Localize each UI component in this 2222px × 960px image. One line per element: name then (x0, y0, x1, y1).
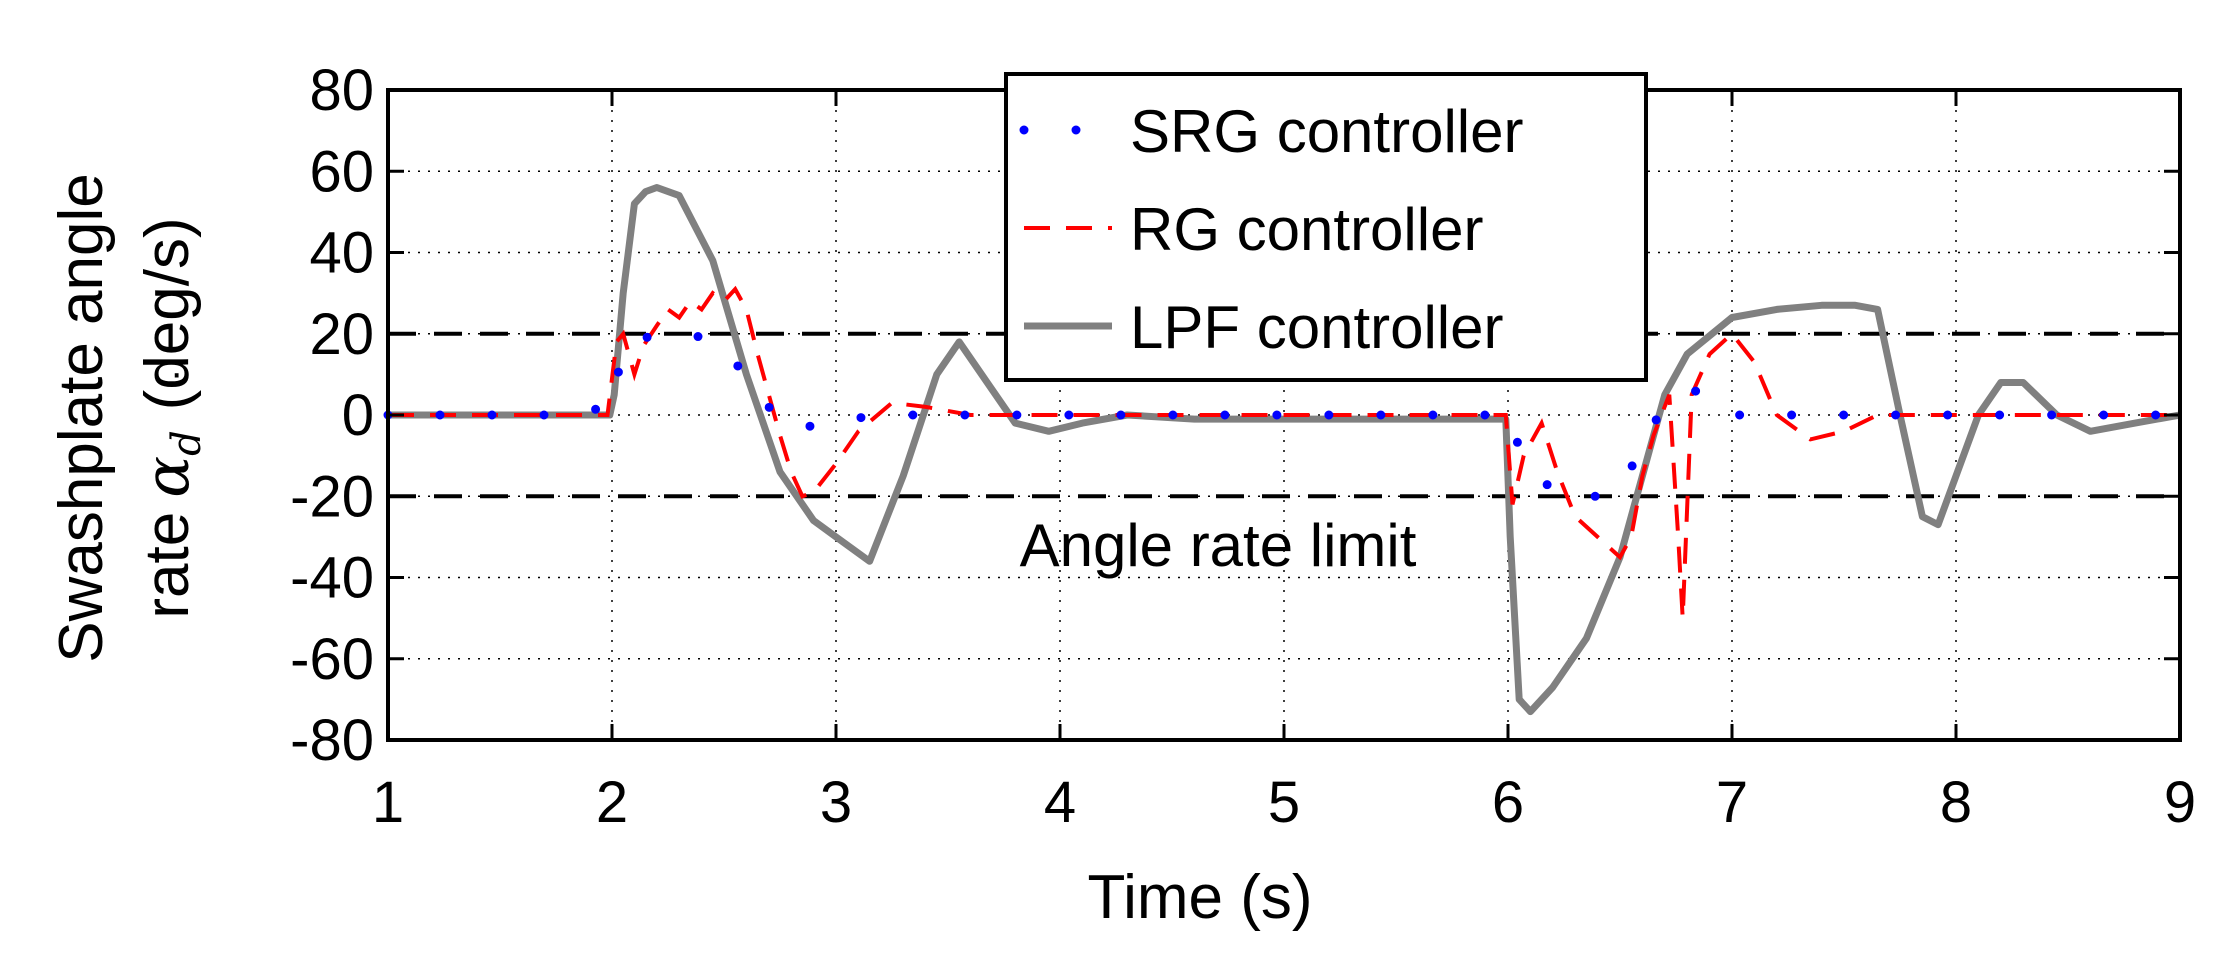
legend-box (1004, 72, 1648, 382)
y-axis-symbol: α (130, 456, 203, 498)
legend: SRG controller RG controller LPF control… (1004, 72, 1648, 382)
limit-annotation: Angle rate limit (1020, 512, 1417, 579)
y-axis-units: (deg/s) (133, 217, 202, 410)
series-line-rg (388, 285, 2180, 619)
series-line-srg (383, 329, 2185, 501)
y-axis-title-line2: rate αd (deg/s) (130, 217, 210, 618)
x-tick-label: 9 (2164, 770, 2196, 835)
series-layer (383, 184, 2185, 716)
legend-label-srg: SRG controller (1130, 98, 1523, 165)
y-axis-title-line2-text: rate αd (deg/s) (130, 217, 210, 618)
x-tick-label: 2 (596, 770, 628, 835)
x-tick-label: 4 (1044, 770, 1076, 835)
grid (388, 90, 2180, 740)
legend-samples (1019, 125, 1117, 330)
y-axis-title: Swashplate angle (47, 173, 116, 662)
y-tick-label: 20 (309, 302, 374, 367)
x-tick-label: 1 (372, 770, 404, 835)
y-tick-label: 40 (309, 221, 374, 286)
y-tick-label: -40 (290, 546, 374, 611)
x-tick-label: 6 (1492, 770, 1524, 835)
y-axis-symbol-subscript: d (164, 430, 210, 456)
y-axis-rate-label: rate (133, 512, 202, 619)
legend-label-lpf: LPF controller (1130, 294, 1503, 361)
y-tick-label: 60 (309, 139, 374, 204)
x-tick-label: 7 (1716, 770, 1748, 835)
y-axis-symbol-dot: · (170, 351, 183, 395)
y-tick-label: -20 (290, 464, 374, 529)
y-tick-label: -80 (290, 708, 374, 773)
y-axis-title-line1: Swashplate angle (47, 173, 116, 662)
x-tick-label: 8 (1940, 770, 1972, 835)
x-tick-label: 3 (820, 770, 852, 835)
x-tick-label: 5 (1268, 770, 1300, 835)
y-tick-label: 0 (342, 383, 374, 448)
tick-labels: 1 2 3 4 5 6 7 8 9 80 60 40 20 0 -20 -40 -60 -80 (290, 58, 2196, 835)
y-tick-label: 80 (309, 58, 374, 123)
x-axis-title: Time (s) (1088, 863, 1313, 932)
y-tick-label: -60 (290, 627, 374, 692)
legend-label-rg: RG controller (1130, 196, 1483, 263)
